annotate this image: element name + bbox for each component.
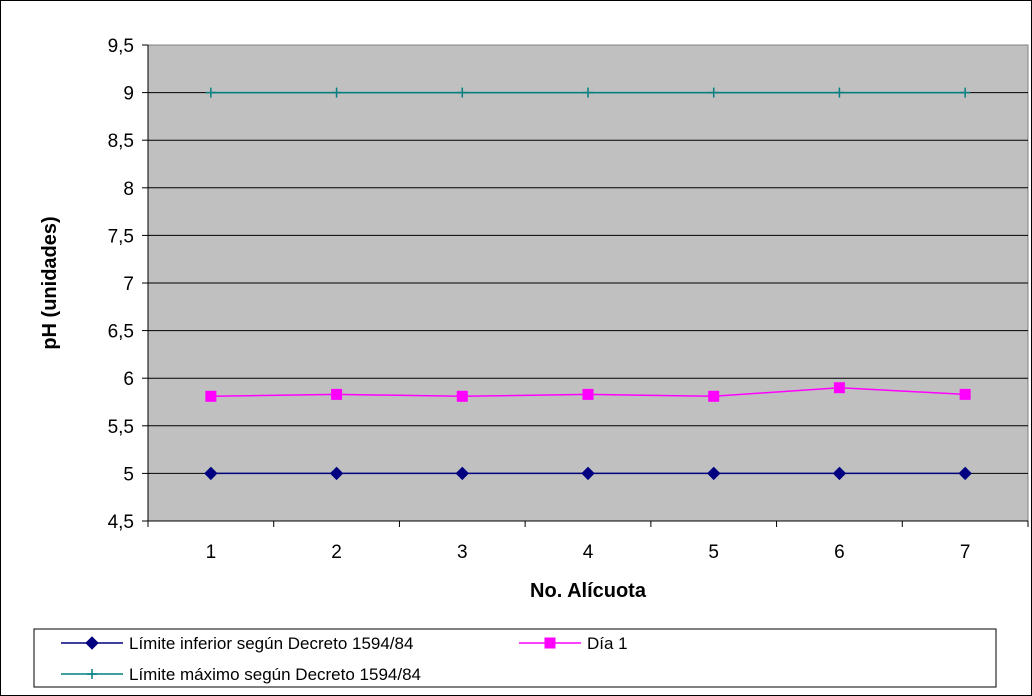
y-tick-label: 6,5: [108, 322, 134, 343]
data-point: [832, 466, 847, 481]
data-point: [205, 390, 217, 402]
y-tick-labels: 4,5 5 5,5 6 6,5 7 7,5 8 8,5 9 9,5: [108, 36, 134, 533]
y-tick-label: 8,5: [108, 131, 134, 152]
data-point: [205, 87, 216, 98]
y-tick-label: 7: [123, 274, 134, 295]
data-point: [331, 388, 343, 400]
legend-item: Día 1: [519, 634, 628, 653]
data-point: [959, 388, 971, 400]
y-tick-label: 6: [123, 369, 134, 390]
y-tick-label: 5,5: [108, 417, 134, 438]
y-tick-label: 9,5: [108, 36, 134, 57]
legend-box: [33, 628, 997, 688]
legend-item: Límite inferior según Decreto 1594/84: [61, 634, 413, 653]
data-point: [581, 466, 595, 481]
y-tick-label: 8: [123, 179, 134, 200]
x-tick-label: 6: [834, 542, 845, 563]
series-group: [204, 87, 972, 481]
data-point: [583, 87, 593, 98]
x-tick-label: 3: [457, 542, 468, 563]
x-tick-label: 7: [960, 542, 971, 563]
legend: Límite inferior según Decreto 1594/84 Día…: [33, 628, 997, 688]
y-tick-label: 4,5: [108, 512, 134, 533]
series-1: [204, 466, 972, 481]
data-point: [457, 87, 468, 98]
data-point: [958, 466, 972, 481]
data-point: [708, 87, 719, 98]
data-point: [834, 87, 845, 98]
series-2: [205, 382, 971, 402]
x-tick-labels: 1 2 3 4 5 6 7: [206, 542, 971, 563]
data-point: [960, 87, 971, 98]
legend-label: Límite inferior según Decreto 1594/84: [129, 634, 413, 653]
y-axis-title: pH (unidades): [39, 216, 61, 349]
legend-label: Día 1: [587, 634, 628, 653]
x-tick-label: 5: [708, 542, 719, 563]
x-tick-label: 2: [331, 542, 342, 563]
legend-label: Límite máximo según Decreto 1594/84: [129, 665, 421, 684]
data-point: [833, 382, 845, 394]
series-3: [205, 87, 971, 98]
data-point: [582, 388, 594, 400]
data-point: [204, 466, 218, 481]
legend-marker: [87, 669, 97, 679]
data-point: [708, 390, 720, 402]
data-point: [456, 390, 468, 402]
legend-item: Límite máximo según Decreto 1594/84: [61, 665, 421, 684]
y-tick-label: 5: [123, 464, 134, 485]
data-point: [455, 466, 469, 481]
legend-marker: [544, 637, 556, 649]
x-tick-label: 4: [583, 542, 594, 563]
y-tick-label: 7,5: [108, 226, 134, 247]
x-axis-title: No. Alícuota: [530, 580, 647, 602]
data-point: [331, 87, 342, 98]
x-tick-label: 1: [206, 542, 217, 563]
legend-marker: [85, 636, 99, 650]
axes: [142, 44, 1029, 527]
data-point: [329, 466, 344, 481]
data-point: [707, 466, 721, 481]
y-tick-label: 9: [123, 84, 134, 105]
